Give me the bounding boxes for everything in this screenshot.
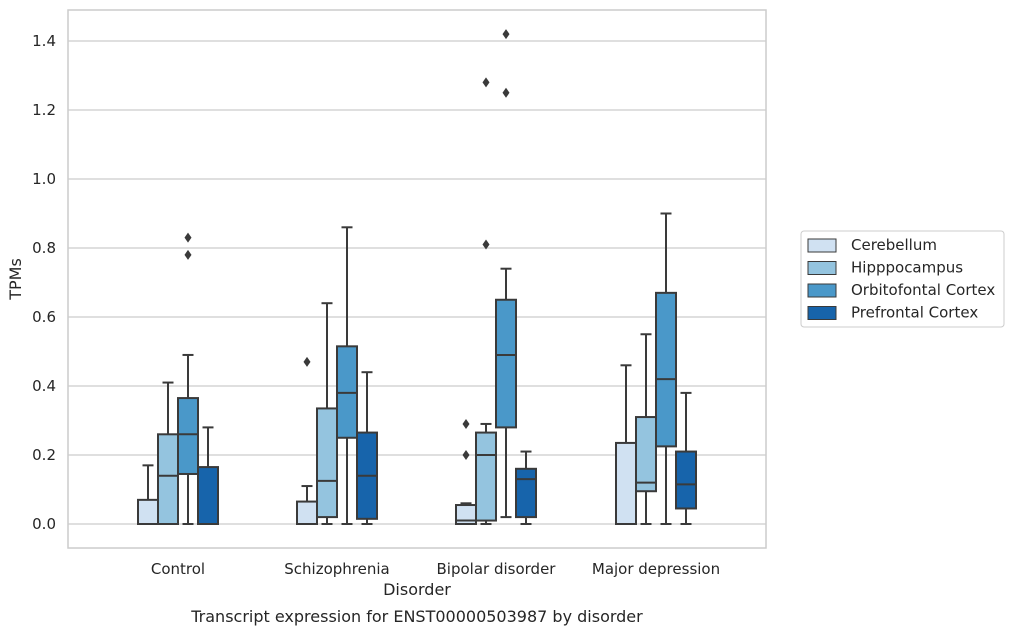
box-body (137, 498, 159, 526)
y-tick-labels: 0.0 0.2 0.4 0.6 0.8 1.0 1.2 1.4 (32, 32, 56, 533)
box-body (655, 291, 677, 448)
y-tick-label: 0.4 (32, 377, 56, 395)
box-body (635, 416, 657, 493)
box-body (157, 433, 179, 525)
box-body (495, 298, 517, 429)
outlier-point (184, 232, 192, 243)
box-body (615, 441, 637, 525)
box-0-0 (137, 464, 159, 526)
box-body (475, 431, 497, 522)
box-0-3 (615, 364, 637, 525)
legend-label: Hipppocampus (851, 259, 963, 277)
x-axis-label: Disorder (383, 580, 451, 599)
box-3-0 (197, 426, 219, 526)
box-2-2 (495, 29, 517, 519)
box-2-1 (336, 226, 358, 525)
box-body (197, 466, 219, 526)
x-tick-label: Control (151, 560, 205, 578)
legend-label: Orbitofontal Cortex (851, 281, 995, 299)
x-tick-label: Schizophrenia (284, 560, 389, 578)
box-1-2 (475, 77, 497, 525)
box-body (675, 450, 697, 510)
box-body (296, 500, 318, 526)
outlier-point (303, 356, 311, 367)
box-3-2 (515, 450, 537, 525)
legend-label: Cerebellum (851, 236, 937, 254)
box-1-0 (157, 381, 179, 525)
plot-frame (67, 9, 767, 549)
y-tick-label: 1.0 (32, 170, 56, 188)
legend-swatch (807, 261, 837, 275)
y-tick-label: 1.4 (32, 32, 56, 50)
outlier-point (482, 239, 490, 250)
box-3-3 (675, 391, 697, 525)
legend-swatch (807, 238, 837, 253)
box-1-3 (635, 333, 657, 525)
legend: Cerebellum Hipppocampus Orbitofontal Corte… (800, 230, 1005, 328)
figure-caption: Transcript expression for ENST0000050398… (190, 607, 643, 626)
y-tick-label: 0.0 (32, 515, 56, 533)
x-tick-label: Bipolar disorder (437, 560, 557, 578)
box-body (515, 467, 537, 519)
box-3-1 (356, 371, 378, 525)
outlier-point (502, 29, 510, 40)
legend-frame (800, 230, 1005, 328)
outlier-point (184, 249, 192, 260)
box-2-3 (655, 212, 677, 525)
box-0-2 (455, 418, 477, 525)
outlier-point (482, 77, 490, 88)
outlier-point (462, 418, 470, 429)
x-tick-label: Major depression (592, 560, 720, 578)
legend-swatch (807, 283, 837, 298)
box-0-1 (296, 356, 318, 526)
y-tick-label: 0.2 (32, 446, 56, 464)
y-tick-label: 1.2 (32, 101, 56, 119)
box-1-1 (316, 302, 338, 525)
legend-swatch (807, 306, 837, 320)
y-axis-label: TPMs (6, 258, 25, 301)
box-body (177, 397, 199, 475)
outlier-point (502, 87, 510, 98)
outlier-point (462, 450, 470, 460)
box-body (316, 407, 338, 519)
y-tick-label: 0.8 (32, 239, 56, 257)
legend-label: Prefrontal Cortex (851, 304, 978, 322)
x-tick-labels: Control Schizophrenia Bipolar disorder Majo… (151, 560, 720, 578)
boxes (137, 29, 697, 526)
box-2-0 (177, 232, 199, 525)
y-tick-label: 0.6 (32, 308, 56, 326)
